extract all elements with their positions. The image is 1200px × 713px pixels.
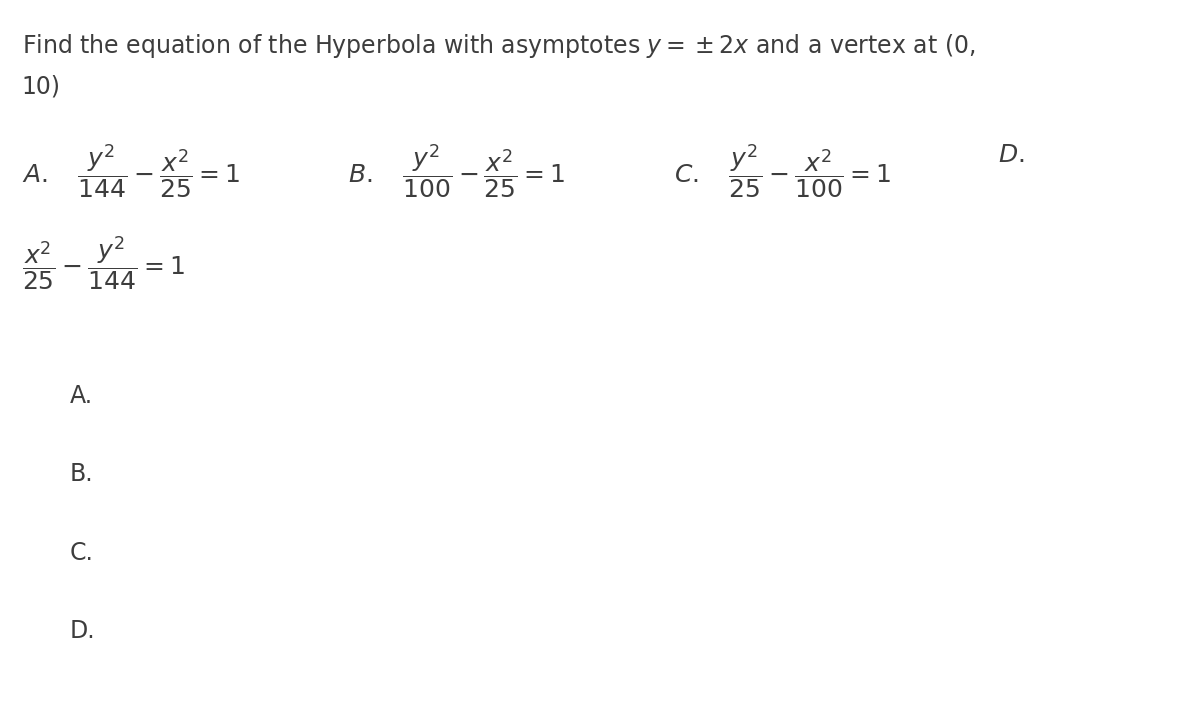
Text: C.: C. — [70, 540, 94, 565]
Text: A.: A. — [70, 384, 92, 408]
Text: B.: B. — [70, 462, 94, 486]
Text: $D.$: $D.$ — [998, 143, 1025, 167]
Text: $A. \quad \dfrac{y^2}{144} - \dfrac{x^2}{25} = 1$: $A. \quad \dfrac{y^2}{144} - \dfrac{x^2}… — [22, 143, 240, 200]
Text: $\dfrac{x^2}{25} - \dfrac{y^2}{144} = 1$: $\dfrac{x^2}{25} - \dfrac{y^2}{144} = 1$ — [22, 235, 185, 293]
Text: 10): 10) — [22, 75, 60, 99]
Text: $C. \quad \dfrac{y^2}{25} - \dfrac{x^2}{100} = 1$: $C. \quad \dfrac{y^2}{25} - \dfrac{x^2}{… — [674, 143, 892, 200]
Text: $B. \quad \dfrac{y^2}{100} - \dfrac{x^2}{25} = 1$: $B. \quad \dfrac{y^2}{100} - \dfrac{x^2}… — [348, 143, 565, 200]
Text: Find the equation of the Hyperbola with asymptotes $y = \pm2x$ and a vertex at (: Find the equation of the Hyperbola with … — [22, 32, 976, 60]
Text: D.: D. — [70, 619, 95, 643]
